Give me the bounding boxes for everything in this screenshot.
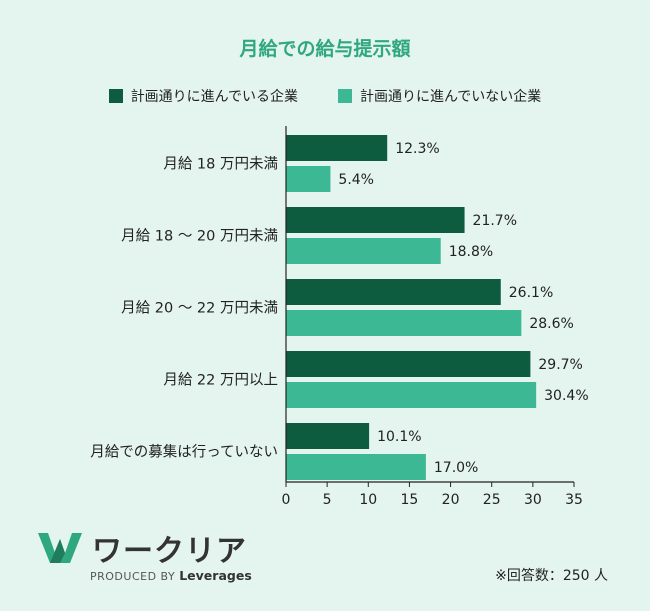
legend-label-on-plan: 計画通りに進んでいる企業 bbox=[130, 89, 298, 105]
response-count-note: ※回答数：250 人 bbox=[495, 568, 608, 584]
x-tick-label: 10 bbox=[359, 492, 377, 508]
bar-on-plan bbox=[286, 207, 465, 233]
value-label: 18.8% bbox=[449, 244, 493, 260]
bar-off-plan bbox=[286, 454, 426, 480]
produced-by: PRODUCED BY Leverages bbox=[90, 568, 252, 583]
value-label: 28.6% bbox=[529, 316, 573, 332]
category-label: 月給 18 万円未満 bbox=[163, 156, 278, 173]
value-label: 29.7% bbox=[538, 357, 582, 373]
value-label: 10.1% bbox=[377, 429, 421, 445]
category-label: 月給 20 〜 22 万円未満 bbox=[121, 300, 278, 317]
category-label: 月給での募集は行っていない bbox=[90, 444, 278, 461]
bar-off-plan bbox=[286, 382, 537, 408]
bar-on-plan bbox=[286, 135, 388, 161]
value-label: 21.7% bbox=[473, 213, 517, 229]
bar-on-plan bbox=[286, 423, 370, 449]
x-tick-label: 15 bbox=[401, 492, 419, 508]
x-tick-label: 30 bbox=[524, 492, 542, 508]
bar-off-plan bbox=[286, 238, 441, 264]
x-tick-label: 5 bbox=[323, 492, 332, 508]
x-tick-label: 0 bbox=[282, 492, 291, 508]
value-label: 17.0% bbox=[434, 460, 478, 476]
w-logo-icon bbox=[38, 533, 82, 563]
logo-text: ワークリア bbox=[92, 534, 247, 569]
chart-title: 月給での給与提示額 bbox=[239, 38, 411, 60]
legend-label-off-plan: 計画通りに進んでいない企業 bbox=[360, 89, 542, 105]
produced-by-label: PRODUCED BY bbox=[90, 570, 176, 583]
legend-item-on-plan: 計画通りに進んでいる企業 bbox=[108, 86, 298, 106]
category-label: 月給 18 〜 20 万円未満 bbox=[121, 228, 278, 245]
legend-swatch-off-plan bbox=[338, 89, 352, 103]
bar-on-plan bbox=[286, 351, 531, 377]
bar-off-plan bbox=[286, 310, 522, 336]
value-label: 12.3% bbox=[395, 141, 439, 157]
value-label: 30.4% bbox=[544, 388, 588, 404]
legend: 計画通りに進んでいる企業 計画通りに進んでいない企業 bbox=[0, 86, 650, 106]
brand-logo: ワークリア bbox=[38, 526, 247, 570]
category-label: 月給 22 万円以上 bbox=[163, 372, 278, 389]
company-name: Leverages bbox=[179, 568, 252, 583]
x-tick-label: 35 bbox=[565, 492, 583, 508]
value-label: 5.4% bbox=[338, 172, 374, 188]
value-label: 26.1% bbox=[509, 285, 553, 301]
bar-off-plan bbox=[286, 166, 331, 192]
legend-item-off-plan: 計画通りに進んでいない企業 bbox=[338, 86, 541, 106]
bar-on-plan bbox=[286, 279, 501, 305]
x-tick-label: 20 bbox=[442, 492, 460, 508]
legend-swatch-on-plan bbox=[108, 89, 123, 103]
x-tick-label: 25 bbox=[483, 492, 501, 508]
